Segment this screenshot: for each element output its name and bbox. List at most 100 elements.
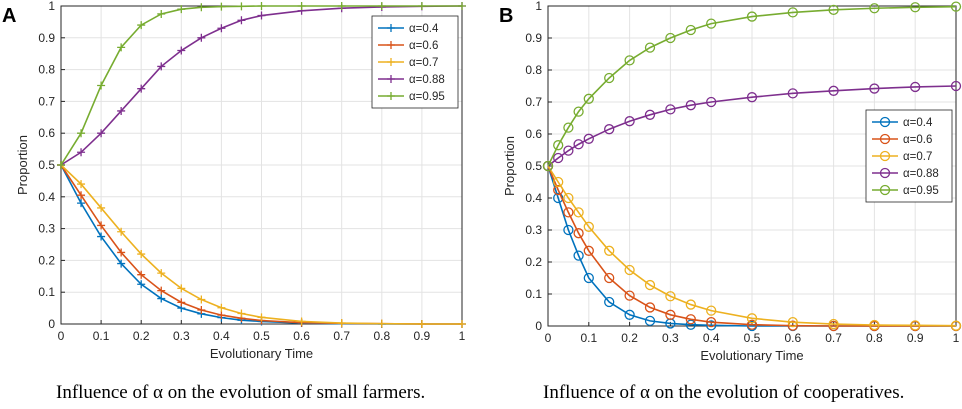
data-point xyxy=(706,96,717,108)
data-point xyxy=(685,299,696,310)
data-point xyxy=(553,152,564,164)
data-point xyxy=(117,259,126,268)
y-tick-label: 1 xyxy=(48,0,55,13)
data-point xyxy=(197,306,206,315)
data-point xyxy=(458,2,466,10)
data-point xyxy=(417,2,426,10)
data-point xyxy=(177,284,186,293)
legend-label: α=0.7 xyxy=(903,151,932,163)
data-point xyxy=(97,81,106,90)
data-point xyxy=(217,2,226,11)
legend-item: α=0.4 xyxy=(378,23,439,35)
series-line xyxy=(547,85,957,167)
y-tick-label: 0 xyxy=(535,319,542,333)
data-point xyxy=(624,264,635,276)
series-line xyxy=(60,164,462,325)
data-point xyxy=(746,92,758,103)
series-line xyxy=(60,5,463,166)
legend-label: α=0.95 xyxy=(409,91,445,103)
x-tick-label: 0.1 xyxy=(93,329,110,343)
data-point xyxy=(97,232,106,241)
data-point xyxy=(685,314,696,325)
chart-panel-a: 0 0.1 0.2 0.3 0.4 0.5 0.6 0.7 0.8 0.9 1 0 0.1 0.2 0.3 0… xyxy=(2,0,466,361)
y-tick-label: 0.3 xyxy=(525,223,542,237)
legend-item: α=0.95 xyxy=(378,91,445,103)
data-point xyxy=(828,4,839,15)
data-point xyxy=(746,319,758,330)
caption-panel-a: Influence of α on the evolution of small… xyxy=(56,382,426,403)
data-point xyxy=(137,21,146,30)
data-point xyxy=(644,315,656,327)
data-point xyxy=(869,319,880,331)
panel-label: A xyxy=(2,5,16,27)
data-point xyxy=(117,106,126,115)
data-point xyxy=(665,32,676,44)
data-point xyxy=(746,313,758,324)
x-tick-label: 0.9 xyxy=(907,331,924,345)
data-point xyxy=(117,43,126,52)
x-tick-label: 0.8 xyxy=(373,329,390,343)
y-axis-label: Proportion xyxy=(15,135,30,195)
x-tick-label: 0.6 xyxy=(784,331,801,345)
y-axis-label: Proportion xyxy=(502,136,517,196)
data-point xyxy=(197,33,206,42)
data-point xyxy=(644,302,656,313)
data-point xyxy=(237,309,246,318)
y-tick-label: 0.8 xyxy=(38,63,55,77)
y-tick-label: 0.9 xyxy=(525,31,542,45)
data-point xyxy=(583,93,594,104)
data-point xyxy=(137,270,146,279)
data-point xyxy=(157,9,166,18)
data-point xyxy=(910,320,921,331)
data-point xyxy=(542,160,554,172)
legend-marker xyxy=(387,24,395,32)
x-axis-label: Evolutionary Time xyxy=(700,348,803,363)
legend-item: α=0.95 xyxy=(872,184,939,197)
data-point xyxy=(746,11,758,22)
data-point xyxy=(583,245,594,256)
data-point xyxy=(137,250,146,259)
x-tick-label: 0.8 xyxy=(866,331,883,345)
data-point xyxy=(337,319,346,328)
data-point xyxy=(685,24,696,36)
legend-item: α=0.6 xyxy=(872,133,932,146)
data-point xyxy=(77,129,86,138)
x-tick-label: 0.7 xyxy=(825,331,842,345)
legend-label: α=0.7 xyxy=(409,57,438,69)
data-point xyxy=(563,122,574,133)
data-point xyxy=(157,269,166,278)
series-line xyxy=(60,5,462,166)
x-tick-label: 0.1 xyxy=(580,331,597,345)
data-point xyxy=(828,85,839,96)
data-point xyxy=(217,311,226,320)
legend-marker xyxy=(387,41,395,49)
data-point xyxy=(910,81,921,93)
y-tick-label: 0 xyxy=(48,317,55,331)
data-point xyxy=(77,180,86,189)
data-point xyxy=(57,161,65,169)
legend-item: α=0.7 xyxy=(872,150,932,163)
y-tick-label: 0.5 xyxy=(38,158,55,172)
x-tick-label: 0.7 xyxy=(333,329,350,343)
legend-marker xyxy=(879,116,891,128)
data-point xyxy=(77,199,86,208)
data-point xyxy=(257,11,266,20)
x-tick-label: 1 xyxy=(459,329,466,343)
data-point xyxy=(377,319,386,328)
data-point xyxy=(297,317,306,326)
y-tick-label: 0.3 xyxy=(38,222,55,236)
data-point xyxy=(787,88,798,99)
data-point xyxy=(237,2,246,11)
data-point xyxy=(787,317,798,328)
data-point xyxy=(604,72,615,84)
data-point xyxy=(137,280,146,289)
data-point xyxy=(665,104,676,115)
data-point xyxy=(604,296,615,308)
y-tick-label: 0.4 xyxy=(525,191,542,205)
data-point xyxy=(910,2,921,13)
data-point xyxy=(828,318,839,330)
data-point xyxy=(137,84,146,93)
data-point xyxy=(604,245,615,256)
data-point xyxy=(157,286,166,295)
data-point xyxy=(157,294,166,303)
